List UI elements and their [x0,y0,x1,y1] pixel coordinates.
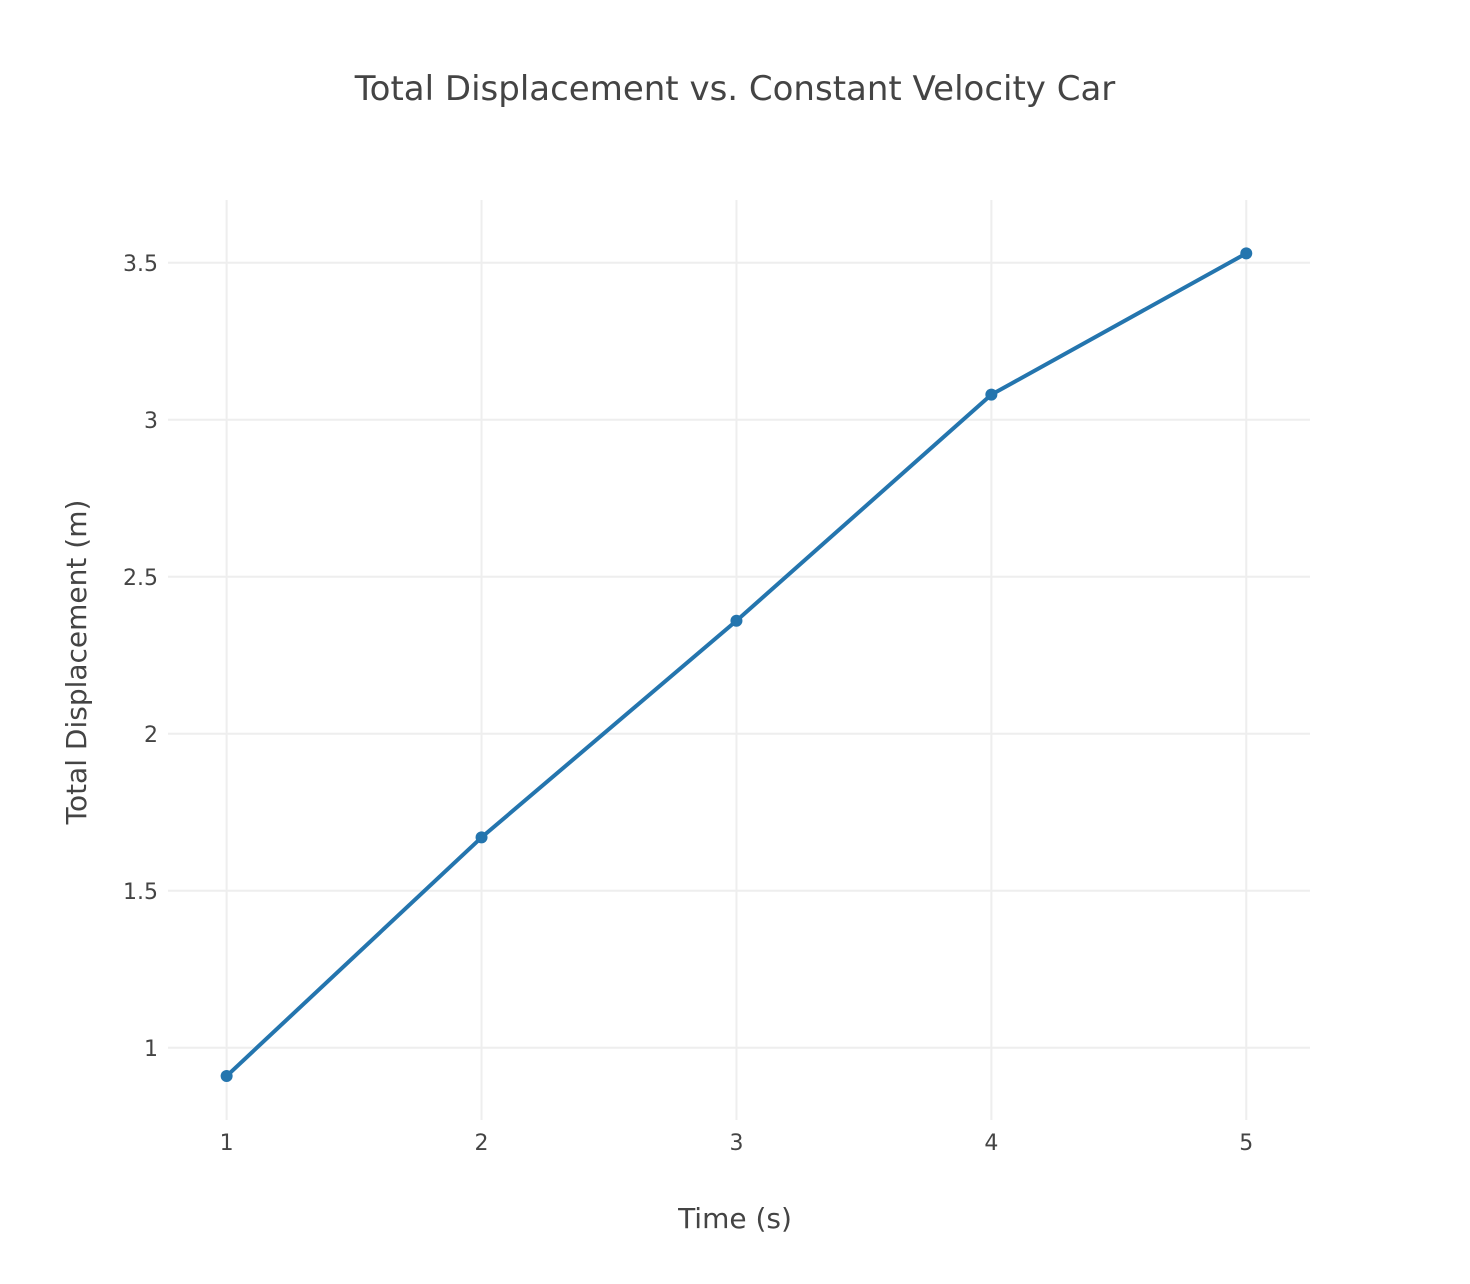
x-tick-label: 5 [1239,1131,1253,1156]
x-tick-label: 2 [475,1131,489,1156]
y-axis-title: Total Displacement (m) [60,500,93,826]
x-tick-label: 4 [984,1131,998,1156]
grid [168,200,1310,1120]
data-point[interactable] [475,831,488,844]
y-axis-ticks: 1 1.5 2 2.5 3 3.5 [123,252,158,1062]
series [220,247,1253,1083]
data-point[interactable] [730,614,743,627]
data-point[interactable] [985,388,998,401]
data-point[interactable] [1240,247,1253,260]
y-tick-label: 2.5 [123,566,158,591]
x-tick-label: 3 [729,1131,743,1156]
y-tick-label: 1 [144,1037,158,1062]
x-axis-title: Time (s) [677,1202,792,1235]
x-axis-ticks: 1 2 3 4 5 [220,1131,1254,1156]
chart-title: Total Displacement vs. Constant Velocity… [354,69,1116,109]
data-point[interactable] [220,1070,233,1083]
x-tick-label: 1 [220,1131,234,1156]
y-tick-label: 1.5 [123,880,158,905]
y-tick-label: 3 [144,409,158,434]
y-tick-label: 3.5 [123,252,158,277]
y-tick-label: 2 [144,723,158,748]
